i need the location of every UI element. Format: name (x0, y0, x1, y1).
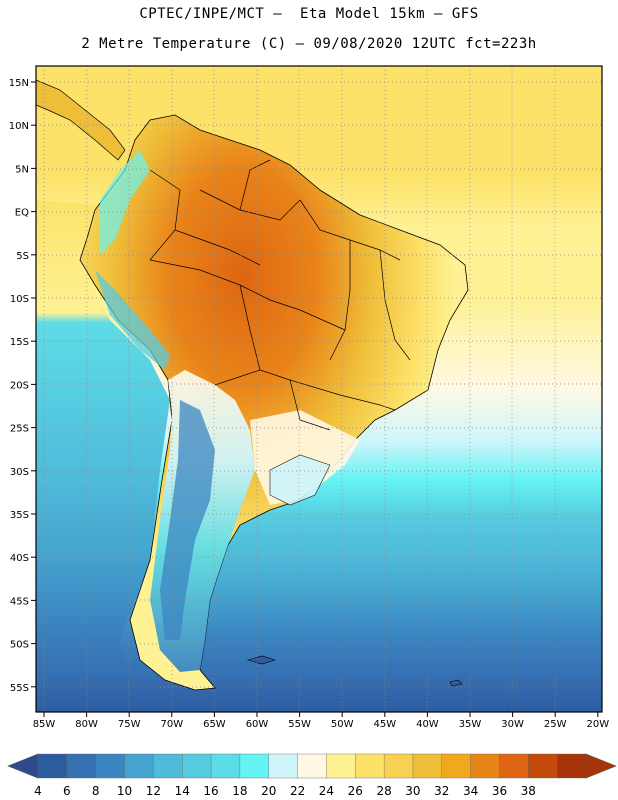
lon-label: 70W (160, 719, 183, 730)
colorbar-label: 12 (146, 784, 161, 798)
chart-title: CPTEC/INPE/MCT – Eta Model 15km – GFS (139, 6, 479, 22)
latitude-axis: 15N 10N 5N EQ 5S 10S 15S 20S 25S 30S 35S 40S 45S 50S 5… (9, 78, 36, 694)
lat-label: 50S (10, 640, 29, 651)
lon-label: 75W (118, 719, 141, 730)
lat-label: 35S (10, 510, 29, 521)
colorbar-swatch (412, 753, 443, 779)
lon-label: 80W (75, 719, 98, 730)
lon-label: 60W (246, 719, 269, 730)
colorbar-swatch (556, 753, 587, 779)
colorbar-under-arrow (7, 753, 39, 779)
colorbar-label: 4 (34, 784, 42, 798)
colorbar-swatch (66, 753, 97, 779)
map-frame (35, 65, 603, 713)
colorbar-label: 10 (117, 784, 132, 798)
colorbar-swatch (499, 753, 529, 779)
colorbar-swatch (210, 753, 241, 779)
colorbar: 4 6 8 10 12 14 16 18 20 22 24 26 28 30 32 34 36 38 (7, 753, 617, 798)
lon-label: 40W (416, 719, 439, 730)
lon-label: 25W (544, 719, 567, 730)
lon-label: 30W (501, 719, 524, 730)
map-area (36, 66, 602, 712)
colorbar-label: 24 (319, 784, 334, 798)
lat-label: 25S (10, 424, 29, 435)
lon-label: 20W (586, 719, 609, 730)
lat-label: 10N (9, 121, 29, 132)
colorbar-label: 30 (405, 784, 420, 798)
northern-andes (100, 150, 150, 255)
colorbar-label: 16 (203, 784, 218, 798)
colorbar-swatch (326, 753, 356, 779)
colorbar-swatch (470, 753, 501, 779)
central-america (36, 79, 126, 161)
colorbar-swatch (383, 753, 414, 779)
colorbar-label: 36 (492, 784, 507, 798)
colorbar-swatch (297, 753, 328, 779)
central-andes (95, 270, 170, 370)
lat-label: 20S (10, 380, 29, 391)
colorbar-swatch (239, 753, 270, 779)
colorbar-label: 34 (463, 784, 478, 798)
colorbar-swatch (124, 753, 154, 779)
colorbar-label: 38 (521, 784, 536, 798)
colorbar-swatch (37, 753, 68, 779)
colorbar-label: 8 (92, 784, 100, 798)
colorbar-swatch (355, 753, 385, 779)
colorbar-label: 6 (63, 784, 71, 798)
lat-label: 10S (10, 294, 29, 305)
lon-label: 55W (288, 719, 311, 730)
lat-label: EQ (15, 208, 29, 219)
colorbar-swatch (95, 753, 126, 779)
colorbar-swatch (182, 753, 212, 779)
lat-label: 5N (15, 164, 29, 175)
colorbar-label: 14 (175, 784, 190, 798)
lon-label: 45W (373, 719, 396, 730)
lat-label: 5S (16, 251, 29, 262)
lon-label: 85W (33, 719, 56, 730)
colorbar-swatch (441, 753, 472, 779)
lon-label: 35W (459, 719, 482, 730)
chart-subtitle: 2 Metre Temperature (C) – 09/08/2020 12U… (81, 36, 537, 52)
longitude-axis: 85W 80W 75W 70W 65W 60W 55W 50W 45W 40W 35W 30W 25W 2… (33, 712, 609, 730)
pacific-field (36, 200, 170, 712)
colorbar-label: 26 (348, 784, 363, 798)
lat-label: 40S (10, 553, 29, 564)
colorbar-label: 28 (376, 784, 391, 798)
lat-label: 30S (10, 467, 29, 478)
lat-label: 15S (10, 337, 29, 348)
south-georgia-island (449, 679, 463, 687)
country-borders (149, 159, 411, 431)
andes-highland (160, 400, 215, 640)
colorbar-label: 18 (232, 784, 247, 798)
lat-label: 15N (9, 78, 29, 89)
colorbar-over-arrow (585, 753, 617, 779)
colorbar-swatch (153, 753, 183, 779)
colorbar-label: 32 (434, 784, 449, 798)
colorbar-swatch (528, 753, 558, 779)
lat-label: 55S (10, 683, 29, 694)
colorbar-label: 20 (261, 784, 276, 798)
colorbar-swatch (268, 753, 299, 779)
lon-label: 65W (203, 719, 226, 730)
lon-label: 50W (331, 719, 354, 730)
colorbar-label: 22 (290, 784, 305, 798)
lat-label: 45S (10, 596, 29, 607)
uruguay-area (269, 454, 331, 506)
